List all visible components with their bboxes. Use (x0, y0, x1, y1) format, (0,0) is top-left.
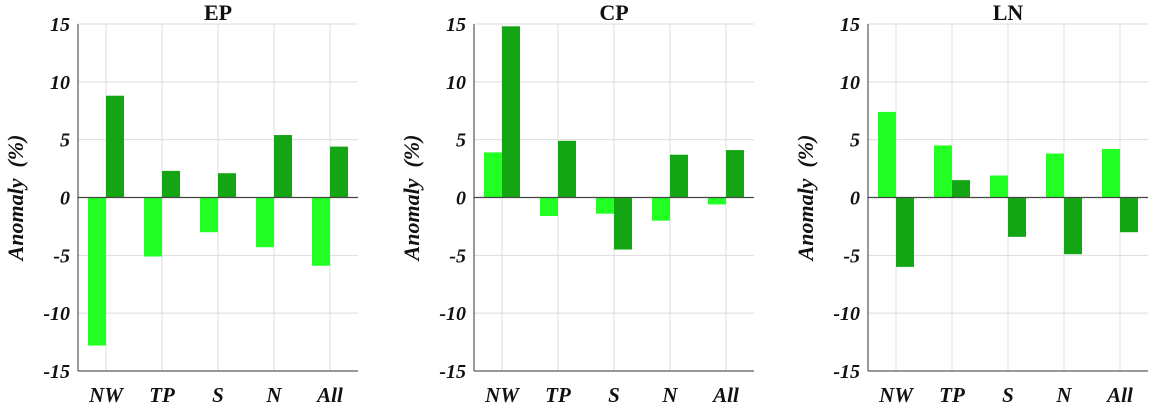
chart-title: CP (599, 0, 628, 25)
bar-series-1-s (596, 197, 614, 214)
bar-series-2-tp (952, 180, 970, 198)
y-tick-label: 0 (60, 188, 70, 210)
bar-series-1-s (200, 197, 218, 233)
bar-series-1-s (990, 175, 1008, 198)
x-tick-label-n: N (1055, 383, 1072, 407)
y-tick-label: -15 (833, 361, 860, 383)
bar-series-1-n (256, 197, 274, 248)
y-tick-label: 10 (840, 72, 860, 94)
y-tick-label: 0 (850, 188, 860, 210)
bar-series-1-tp (144, 197, 162, 257)
bar-series-2-nw (502, 26, 520, 198)
bar-series-2-nw (106, 95, 124, 198)
y-tick-label: -5 (843, 245, 860, 267)
x-tick-label-n: N (661, 383, 678, 407)
bar-series-1-nw (88, 197, 106, 346)
bar-series-2-n (670, 154, 688, 198)
x-tick-label-n: N (265, 383, 282, 407)
x-tick-label-s: S (212, 383, 224, 407)
bar-series-2-s (218, 173, 236, 198)
bar-series-1-tp (540, 197, 558, 217)
y-tick-label: 0 (456, 188, 466, 210)
chart-panel-0: -15 -10 -5 0 5 10 15 NW TP S N All EP Anomaly (%) (3, 0, 358, 407)
bar-series-2-all (726, 150, 744, 198)
x-tick-label-all: All (711, 383, 739, 407)
bar-series-1-nw (484, 152, 502, 198)
y-tick-label: 15 (840, 14, 860, 36)
x-tick-label-nw: NW (88, 383, 124, 407)
bar-series-2-s (614, 197, 632, 250)
bar-series-2-all (1120, 197, 1138, 233)
bar-series-1-all (312, 197, 330, 266)
y-tick-label: -5 (53, 245, 70, 267)
bar-series-1-nw (878, 111, 896, 198)
y-tick-label: -5 (449, 245, 466, 267)
bar-series-1-all (708, 197, 726, 205)
bar-series-2-tp (558, 140, 576, 198)
y-tick-label: 10 (50, 72, 70, 94)
x-tick-label-tp: TP (939, 383, 965, 407)
x-tick-label-tp: TP (545, 383, 571, 407)
y-tick-label: -10 (833, 303, 860, 325)
y-axis-label: Anomaly (%) (3, 135, 28, 263)
chart-panel-1: -15 -10 -5 0 5 10 15 NW TP S N All CP Anomaly (%) (399, 0, 754, 407)
x-tick-label-nw: NW (484, 383, 520, 407)
bar-series-2-n (1064, 197, 1082, 255)
y-tick-label: -15 (43, 361, 70, 383)
bar-series-2-nw (896, 197, 914, 267)
bar-series-1-n (1046, 153, 1064, 198)
x-tick-label-all: All (315, 383, 343, 407)
chart-panel-2: -15 -10 -5 0 5 10 15 NW TP S N All LN Anomaly (%) (793, 0, 1148, 407)
x-tick-label-all: All (1105, 383, 1133, 407)
y-tick-label: 10 (446, 72, 466, 94)
chart-title: LN (993, 0, 1024, 25)
chart-title: EP (204, 0, 232, 25)
y-tick-label: 15 (446, 14, 466, 36)
bar-series-2-s (1008, 197, 1026, 237)
y-tick-label: -15 (439, 361, 466, 383)
x-tick-label-s: S (1002, 383, 1014, 407)
y-tick-label: 15 (50, 14, 70, 36)
y-tick-label: -10 (43, 303, 70, 325)
x-tick-label-tp: TP (149, 383, 175, 407)
bar-series-2-n (274, 135, 292, 198)
y-tick-label: 5 (60, 130, 70, 152)
bar-series-2-all (330, 146, 348, 198)
y-tick-label: -10 (439, 303, 466, 325)
x-tick-label-nw: NW (878, 383, 914, 407)
bar-series-2-tp (162, 170, 180, 198)
x-tick-label-s: S (608, 383, 620, 407)
y-tick-label: 5 (850, 130, 860, 152)
y-axis-label: Anomaly (%) (793, 135, 818, 263)
bar-series-1-tp (934, 145, 952, 198)
y-axis-label: Anomaly (%) (399, 135, 424, 263)
y-tick-label: 5 (456, 130, 466, 152)
bar-series-1-n (652, 197, 670, 221)
bar-series-1-all (1102, 148, 1120, 198)
